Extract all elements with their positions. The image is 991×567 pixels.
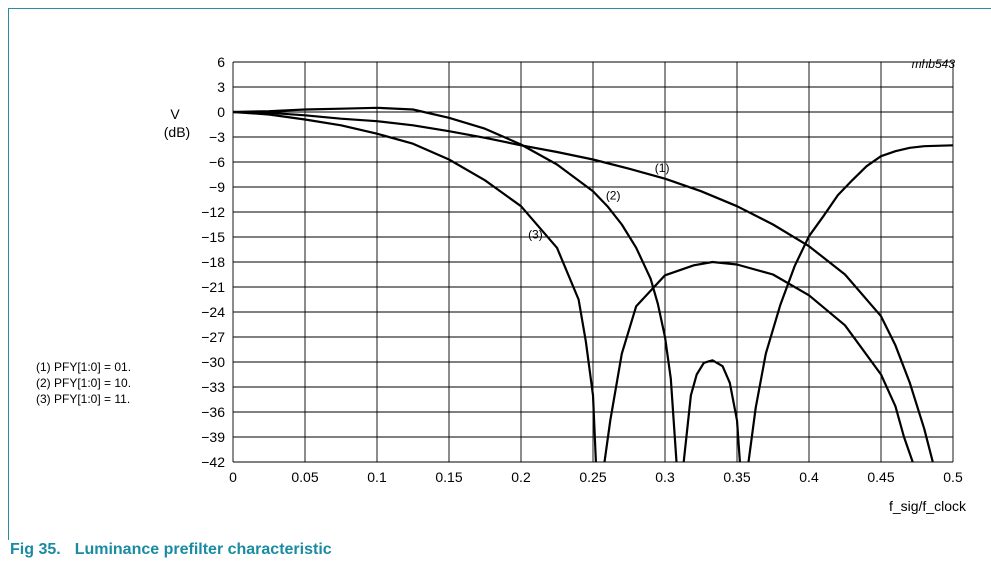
y-tick-label: −30 xyxy=(201,354,225,370)
caption-title: Luminance prefilter characteristic xyxy=(74,541,332,558)
y-tick-label: −39 xyxy=(201,429,225,445)
series-2-curve-segment-2 xyxy=(682,359,741,463)
caption-number: Fig 35. xyxy=(10,541,61,558)
luminance-chart: 6 3 0 −3 −6 −9 −12 −15 −18 −21 −24 −27 −30 −33 −36 −39 −… xyxy=(36,54,967,514)
y-tick-label: −9 xyxy=(209,179,225,195)
x-tick-label: 0.4 xyxy=(799,469,819,485)
y-tick-label: −36 xyxy=(201,404,225,420)
series-2-label: (2) xyxy=(606,189,621,203)
x-tick-label: 0 xyxy=(229,469,237,485)
y-tick-labels: 6 3 0 −3 −6 −9 −12 −15 −18 −21 −24 −27 −30 −33 −36 −39 −… xyxy=(201,54,225,470)
x-tick-label: 0.45 xyxy=(867,469,894,485)
figure-id: mhb543 xyxy=(912,57,956,71)
series-2-curve-segment-3 xyxy=(747,144,954,463)
series-3-curve-segment-2 xyxy=(603,260,914,463)
chart-curves xyxy=(232,106,954,463)
x-tick-label: 0.15 xyxy=(435,469,462,485)
y-tick-label: −24 xyxy=(201,304,225,320)
x-tick-label: 0.35 xyxy=(723,469,750,485)
y-tick-label: 6 xyxy=(217,54,225,70)
y-tick-label: −42 xyxy=(201,454,225,470)
series-3-label: (3) xyxy=(528,228,543,242)
series-3-curve-segment-1 xyxy=(232,110,597,463)
figure-frame xyxy=(8,8,991,540)
y-tick-label: −3 xyxy=(209,129,225,145)
y-tick-label: −21 xyxy=(201,279,225,295)
chart-grid xyxy=(232,61,954,463)
x-axis-label: f_sig/f_clock xyxy=(889,498,967,514)
note-2: (2) PFY[1:0] = 10. xyxy=(36,376,131,390)
series-1-label: (1) xyxy=(655,161,670,175)
y-axis-label-line1: V xyxy=(170,106,180,122)
x-tick-label: 0.2 xyxy=(511,469,531,485)
note-3: (3) PFY[1:0] = 11. xyxy=(36,392,130,406)
figure-caption: Fig 35. Luminance prefilter characteristi… xyxy=(10,541,332,559)
x-tick-label: 0.3 xyxy=(655,469,675,485)
y-axis-label-line2: (dB) xyxy=(164,124,190,140)
y-tick-label: −12 xyxy=(201,204,225,220)
y-tick-label: 0 xyxy=(217,104,225,120)
y-tick-label: −15 xyxy=(201,229,225,245)
y-tick-label: −18 xyxy=(201,254,225,270)
note-1: (1) PFY[1:0] = 01. xyxy=(36,360,131,374)
x-tick-labels: 0 0.05 0.1 0.15 0.2 0.25 0.3 0.35 0.4 0.45 0.5 xyxy=(229,469,963,485)
x-tick-label: 0.5 xyxy=(943,469,963,485)
series-1-curve-segment-1 xyxy=(232,110,934,463)
y-tick-label: −6 xyxy=(209,154,225,170)
x-tick-label: 0.05 xyxy=(291,469,318,485)
y-tick-label: 3 xyxy=(217,79,225,95)
x-tick-label: 0.25 xyxy=(579,469,606,485)
y-tick-label: −33 xyxy=(201,379,225,395)
curve-labels: (1) (2) (3) xyxy=(528,161,669,242)
series-2-curve-segment-1 xyxy=(232,106,678,463)
y-tick-label: −27 xyxy=(201,329,225,345)
x-tick-label: 0.1 xyxy=(367,469,387,485)
